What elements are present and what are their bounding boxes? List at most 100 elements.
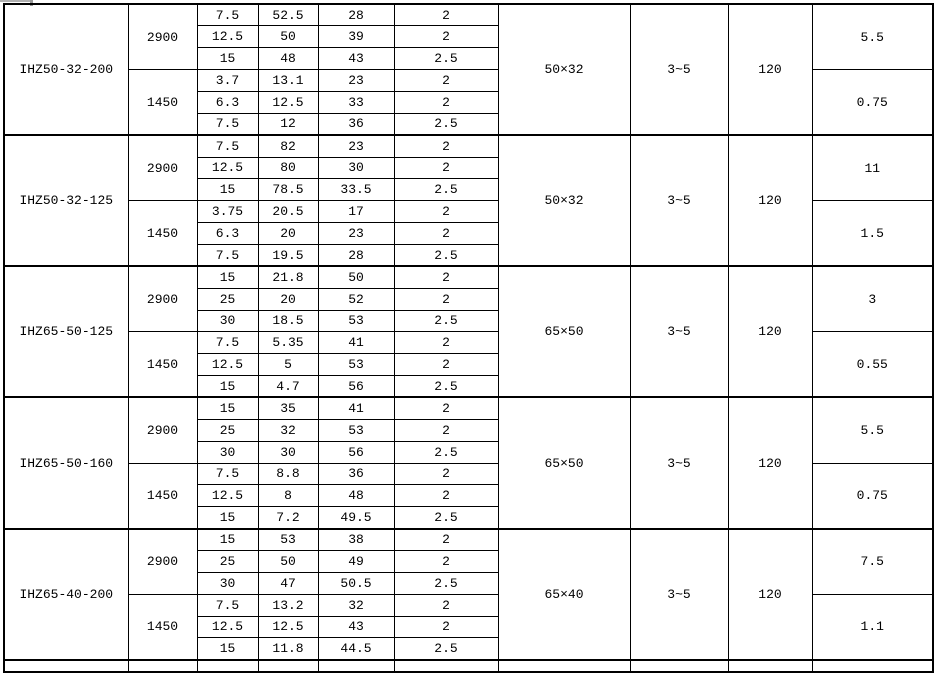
table-row: 12.5 50 39 2 bbox=[4, 25, 933, 49]
flow-cell: 3.7 bbox=[196, 69, 259, 92]
head-cell: 35 bbox=[257, 396, 319, 420]
efficiency-cell: 44.5 bbox=[317, 637, 395, 661]
npsh-cell: 2.5 bbox=[393, 178, 499, 202]
table-row: IHZ65-50-125 2900 15 21.8 50 2 65×50 3~5 120 3 bbox=[3, 265, 934, 398]
npsh-cell: 2 bbox=[393, 25, 499, 49]
table-row: 1450 7.5 8.8 36 2 0.75 bbox=[4, 462, 934, 530]
head-cell: 52.5 bbox=[257, 3, 319, 27]
head-cell: 53 bbox=[257, 527, 319, 551]
efficiency-cell: 41 bbox=[317, 331, 395, 355]
npsh-cell: 2 bbox=[393, 3, 499, 27]
table-row: IHZ65-40-200 2900 15 53 38 2 65×40 3~5 120 7.5 bbox=[3, 527, 934, 661]
speed-cell: 2900 bbox=[127, 3, 198, 71]
head-cell: 78.5 bbox=[257, 178, 319, 202]
efficiency-cell: 43 bbox=[317, 47, 395, 71]
flow-cell: 7.5 bbox=[196, 331, 259, 355]
flow-cell: 15 bbox=[196, 375, 259, 398]
power-cell: 0.55 bbox=[811, 331, 934, 398]
base-cell: 120 bbox=[727, 134, 813, 267]
npsh-cell: 2 bbox=[393, 90, 499, 114]
npsh-cell: 2.5 bbox=[393, 47, 499, 71]
power-cell: 5.5 bbox=[811, 396, 934, 464]
flow-cell: 30 bbox=[196, 571, 259, 595]
efficiency-cell: 30 bbox=[317, 156, 395, 180]
efficiency-cell: 53 bbox=[317, 309, 395, 333]
model-cell: IHZ50-32-125 bbox=[3, 134, 129, 267]
npsh-cell: 2 bbox=[393, 331, 499, 355]
power-cell: 5.5 bbox=[811, 3, 934, 71]
flow-cell: 15 bbox=[196, 506, 259, 530]
flow-cell: 15 bbox=[196, 637, 259, 661]
efficiency-cell: 28 bbox=[317, 3, 395, 27]
power-cell: 0.75 bbox=[811, 462, 934, 530]
head-cell: 32 bbox=[257, 418, 319, 442]
flow-cell: 6.3 bbox=[196, 222, 259, 245]
flow-cell: 12.5 bbox=[196, 25, 259, 49]
table-row: 25 50 49 2 bbox=[4, 549, 933, 573]
range-cell: 3~5 bbox=[629, 396, 729, 530]
speed-cell: 2900 bbox=[127, 265, 198, 333]
flow-cell: 7.5 bbox=[196, 462, 259, 486]
flow-cell: 7.5 bbox=[196, 243, 259, 267]
table-row: 7.5 12 36 2.5 bbox=[4, 112, 933, 136]
npsh-cell: 2 bbox=[393, 549, 499, 573]
efficiency-cell: 39 bbox=[317, 25, 395, 49]
model-cell: IHZ50-32-200 bbox=[3, 2, 129, 136]
npsh-cell: 2 bbox=[393, 134, 499, 158]
head-cell: 12.5 bbox=[257, 90, 319, 114]
flow-cell: 7.5 bbox=[196, 112, 259, 136]
efficiency-cell: 49 bbox=[317, 549, 395, 573]
npsh-cell: 2 bbox=[393, 222, 499, 245]
efficiency-cell: 36 bbox=[317, 462, 395, 486]
head-cell: 21.8 bbox=[257, 265, 319, 289]
efficiency-cell: 23 bbox=[317, 69, 395, 92]
model-cell: IHZ65-50-160 bbox=[3, 396, 129, 530]
table-row: IHZ50-32-125 2900 7.5 82 23 2 50×32 3~5 120 11 bbox=[3, 134, 934, 267]
npsh-cell: 2 bbox=[393, 418, 499, 442]
speed-cell: 1450 bbox=[127, 331, 198, 398]
head-cell: 80 bbox=[257, 156, 319, 180]
efficiency-cell: 50 bbox=[317, 265, 395, 289]
npsh-cell: 2 bbox=[393, 287, 499, 311]
npsh-cell: 2 bbox=[393, 527, 499, 551]
head-cell: 8.8 bbox=[257, 462, 319, 486]
table-row: 15 78.5 33.5 2.5 bbox=[4, 178, 933, 202]
flow-cell: 15 bbox=[196, 178, 259, 202]
base-cell: 120 bbox=[727, 527, 813, 661]
head-cell: 8 bbox=[257, 484, 319, 508]
flow-cell: 25 bbox=[196, 549, 259, 573]
npsh-cell: 2 bbox=[393, 353, 499, 377]
speed-cell: 1450 bbox=[127, 69, 198, 136]
head-cell: 13.1 bbox=[257, 69, 319, 92]
ports-cell: 65×40 bbox=[497, 527, 631, 661]
table-row: IHZ50-32-200 2900 7.5 52.5 28 2 50×32 3~5 120 5.5 bbox=[3, 2, 934, 136]
range-cell: 3~5 bbox=[629, 134, 729, 267]
head-cell: 50 bbox=[257, 25, 319, 49]
head-cell: 20 bbox=[257, 287, 319, 311]
head-cell: 11.8 bbox=[257, 637, 319, 661]
head-cell: 12 bbox=[257, 112, 319, 136]
speed-cell: 1450 bbox=[127, 200, 198, 267]
power-cell: 1.1 bbox=[811, 593, 934, 661]
npsh-cell: 2 bbox=[393, 265, 499, 289]
ports-cell: 50×32 bbox=[497, 2, 631, 136]
efficiency-cell: 28 bbox=[317, 243, 395, 267]
range-cell: 3~5 bbox=[629, 527, 729, 661]
flow-cell: 25 bbox=[196, 287, 259, 311]
table-row: 6.3 12.5 33 2 bbox=[4, 90, 933, 114]
npsh-cell: 2 bbox=[393, 200, 499, 224]
flow-cell: 6.3 bbox=[196, 90, 259, 114]
speed-cell: 1450 bbox=[127, 462, 198, 530]
efficiency-cell: 53 bbox=[317, 418, 395, 442]
ports-cell: 65×50 bbox=[497, 265, 631, 398]
npsh-cell: 2 bbox=[393, 484, 499, 508]
base-cell: 120 bbox=[727, 2, 813, 136]
speed-cell: 2900 bbox=[127, 396, 198, 464]
range-cell: 3~5 bbox=[629, 265, 729, 398]
efficiency-cell: 52 bbox=[317, 287, 395, 311]
range-cell: 3~5 bbox=[629, 2, 729, 136]
flow-cell: 12.5 bbox=[196, 615, 259, 639]
head-cell: 5 bbox=[257, 353, 319, 377]
head-cell: 50 bbox=[257, 549, 319, 573]
speed-cell: 2900 bbox=[127, 134, 198, 202]
